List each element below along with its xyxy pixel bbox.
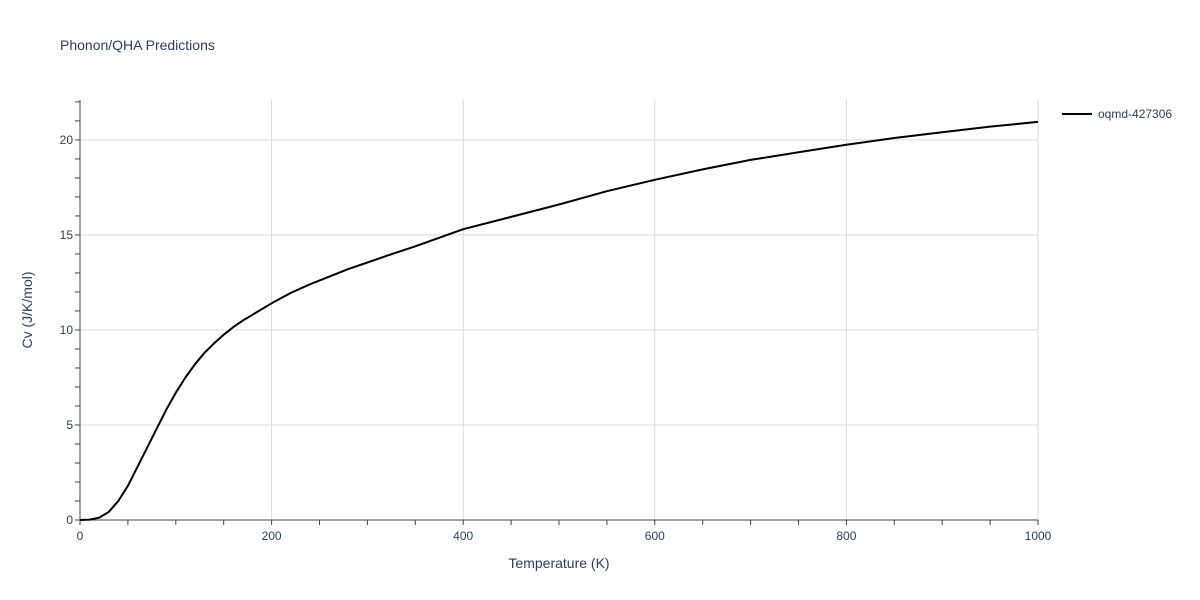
grid (80, 100, 1039, 520)
plot-area[interactable] (79, 120, 1039, 521)
legend[interactable]: oqmd-427306 (1062, 107, 1172, 121)
x-tick-label: 200 (262, 529, 282, 543)
axes: 0 200 400 600 800 1000 0 5 10 15 20 (60, 100, 1052, 543)
series-line[interactable] (79, 120, 1039, 521)
y-tick-label: 10 (60, 323, 74, 337)
x-tick-label: 0 (77, 529, 84, 543)
x-tick-label: 600 (645, 529, 665, 543)
chart-title: Phonon/QHA Predictions (60, 37, 215, 53)
legend-label[interactable]: oqmd-427306 (1098, 107, 1172, 121)
x-tick-label: 400 (453, 529, 473, 543)
x-axis-title: Temperature (K) (508, 555, 609, 571)
y-tick-label: 20 (60, 133, 74, 147)
y-tick-label: 0 (66, 513, 73, 527)
x-tick-label: 1000 (1025, 529, 1052, 543)
y-axis-title: Cv (J/K/mol) (19, 272, 35, 349)
y-tick-label: 5 (66, 418, 73, 432)
y-tick-label: 15 (60, 228, 74, 242)
x-tick-label: 800 (836, 529, 856, 543)
